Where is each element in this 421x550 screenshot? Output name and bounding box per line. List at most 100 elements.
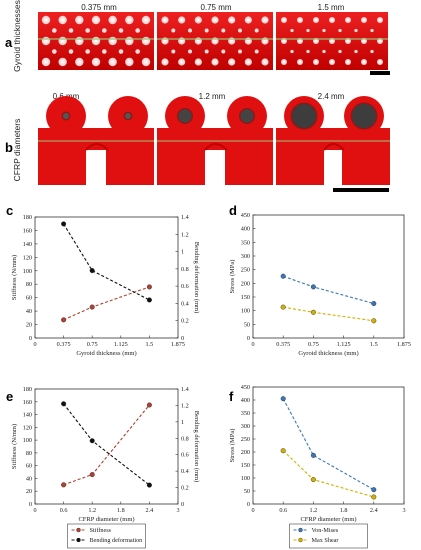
y2-axis-label: Bending deformation (mm) [193,411,200,482]
legend-box [67,523,146,549]
series-line-stiffness [63,286,150,321]
y-tick-label: 80 [26,281,32,288]
panel-a-label-3: 1.5 mm [318,3,345,12]
lattice-hole-small [204,28,209,33]
data-point-max_shear [310,309,316,315]
lattice-hole [125,57,134,67]
cfrp-beam-large [276,96,390,185]
lattice-hole-small [204,49,209,54]
y2-tick-label: 1.2 [181,402,189,409]
lattice-hole [361,17,367,23]
x-tick-label: 1.2 [88,507,96,514]
data-point-von_mises [371,487,377,493]
lattice-hole-small [370,49,374,54]
x-tick-label: 3 [402,507,405,514]
x-tick-label: 1.8 [340,507,348,514]
legend-marker-stiffness [76,527,81,533]
lattice-hole-small [171,49,176,54]
y-tick-label: 200 [241,280,250,287]
panel-letter-a: a [5,35,13,50]
lattice-hole [91,15,101,25]
lattice-hole [377,17,383,23]
lattice-hole [108,15,117,25]
y-tick-label: 40 [26,308,32,315]
lattice-hole-small [85,28,90,33]
cfrp-beam-medium [157,96,273,185]
data-point-bending [89,438,95,444]
panel-letter-b: b [5,140,13,155]
y2-tick-label: 1 [181,419,184,426]
lattice-hole-small [238,28,242,33]
panel-b-label-3: 2.4 mm [318,92,345,101]
y2-tick-label: 1.4 [181,386,189,393]
series-line-bending [63,403,150,486]
lattice-midline [276,38,388,40]
lattice-hole-small [354,49,358,54]
x-tick-label: 3 [176,507,179,514]
x-tick-label: 0 [33,507,36,514]
lattice-hole-small [221,28,226,33]
cfrp-rod [125,113,131,119]
series-line-von_mises [283,275,374,305]
beam-gap [324,150,342,185]
lattice-hole-small [102,49,107,54]
gyroid-lattice-thin [38,12,154,70]
y-tick-label: 0 [247,335,250,342]
data-point-von_mises [310,452,316,458]
x-tick-label: 0 [251,341,254,348]
lattice-hole-small [118,28,124,33]
lattice-hole-small [306,28,310,33]
data-point-bending [61,221,67,227]
lattice-hole [161,58,169,66]
y-tick-label: 250 [241,267,250,274]
y-tick-label: 20 [26,488,32,495]
beam-midline [38,140,154,142]
data-point-max_shear [280,304,286,310]
y-axis-label: Stress (MPa) [229,260,236,294]
legend-box [289,523,368,549]
data-point-stiffness [61,482,67,488]
data-point-von_mises [280,396,286,402]
y-tick-label: 20 [26,322,32,329]
y-tick-label: 400 [241,397,250,404]
scale-bar-a [370,71,390,75]
data-point-stiffness [146,284,152,290]
x-tick-label: 0.75 [87,341,98,348]
lattice-hole-small [118,49,124,54]
x-tick-label: 0 [251,507,254,514]
lattice-hole [141,57,151,67]
series-line-max_shear [283,306,374,322]
lattice-hole [211,16,219,24]
scale-bar-b [333,188,389,192]
lattice-hole [281,17,287,23]
y2-tick-label: 0.2 [181,318,189,325]
lattice-hole [41,15,51,25]
beam-arch [323,143,345,151]
lattice-hole [211,58,219,66]
y2-axis-label: Bending deformation (mm) [193,242,200,313]
y-tick-label: 0 [29,501,32,508]
data-point-bending [61,401,67,407]
lattice-midline [157,38,273,40]
y-tick-label: 80 [26,450,32,457]
y-tick-label: 450 [241,384,250,391]
y-tick-label: 50 [244,488,250,495]
lattice-hole [41,57,51,67]
lattice-hole-small [85,49,90,54]
lattice-hole [261,58,269,66]
y-tick-label: 200 [241,449,250,456]
lattice-hole-small [254,28,259,33]
x-tick-label: 1.8 [117,507,125,514]
lattice-hole-small [102,28,107,33]
lattice-hole [329,59,335,65]
lattice-hole [178,16,186,24]
x-tick-label: 0.375 [276,341,290,348]
lattice-hole-small [171,28,176,33]
lattice-hole [244,58,252,66]
panel-letter-e: e [6,389,13,404]
y2-tick-label: 1 [181,249,184,256]
lattice-hole [108,57,117,67]
y2-tick-label: 0.8 [181,266,189,273]
lattice-hole [329,17,335,23]
